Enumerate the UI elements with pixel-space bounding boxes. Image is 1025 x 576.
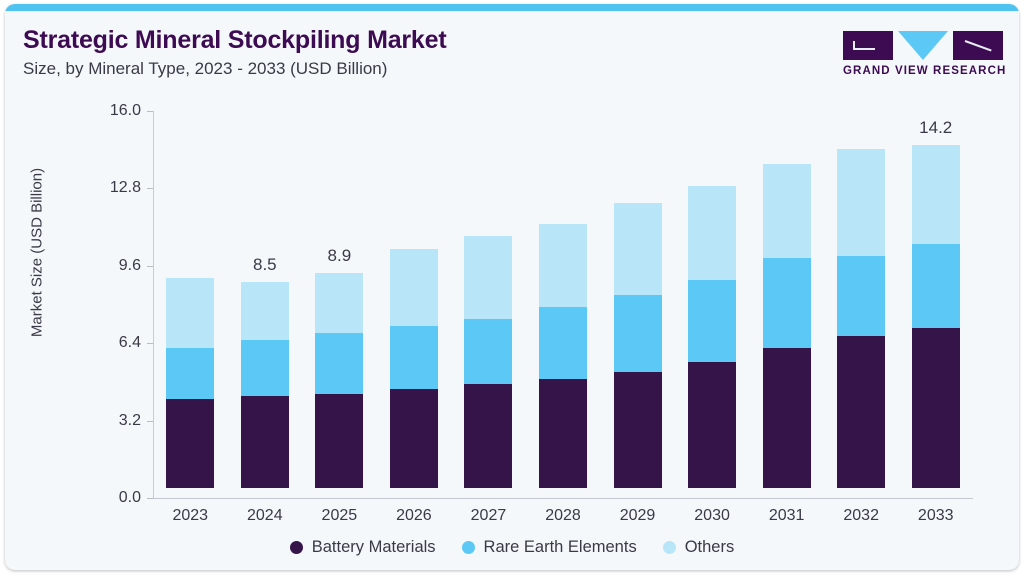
y-tick-label: 9.6 [118,256,141,274]
bar-segment[interactable] [464,318,513,384]
bar-stack-2023[interactable] [166,277,215,488]
y-tick-mark [147,420,153,422]
bar-segment[interactable] [315,393,364,488]
bar-segment[interactable] [389,325,438,389]
bar-segment[interactable] [762,258,811,348]
bar-segment[interactable] [688,362,737,488]
chart-card: Strategic Mineral Stockpiling Market Siz… [5,4,1019,570]
legend-swatch-icon [461,541,475,554]
x-tick-label: 2027 [470,507,507,524]
y-axis-line [153,111,154,499]
bar-segment[interactable] [464,236,513,319]
bar-segment[interactable] [464,384,513,488]
bar-segment[interactable] [762,347,811,488]
y-tick-mark [147,111,153,112]
y-tick-label: 0.0 [118,489,141,506]
bar-stack-2028[interactable] [539,224,587,488]
legend-swatch-icon [289,541,303,554]
y-tick-label: 12.8 [109,179,141,197]
bar-segment[interactable] [613,294,662,372]
bar-segment[interactable] [240,396,289,488]
bar-stack-2029[interactable] [613,202,662,488]
bar-segment[interactable] [539,306,587,380]
bar-segment[interactable] [389,388,438,488]
bar-segment[interactable] [166,398,215,488]
bar-segment[interactable] [688,280,737,363]
legend-label: Rare Earth Elements [483,538,637,556]
logo-marks [843,31,1003,61]
bar-segment[interactable] [837,335,886,488]
plot-area: Market Size (USD Billion) 0.0 3.2 6.4 9.6 12… [5,4,1019,570]
logo-rect-left-icon [843,31,893,60]
x-tick-label: 2028 [545,507,581,524]
x-tick-label: 2029 [619,507,656,524]
x-tick-label: 2024 [247,507,283,524]
logo-slash-side-icon [853,41,855,50]
x-tick-label: 2025 [321,507,358,524]
legend-item[interactable]: Others [662,538,735,557]
logo-triangle-icon [898,31,948,60]
bar-stack-2024[interactable]: 8.5 [240,255,289,488]
y-tick-mark [147,265,153,267]
bar-segment[interactable] [539,224,587,307]
legend-item[interactable]: Rare Earth Elements [461,538,637,557]
accent-bar [5,4,1019,11]
y-tick-label: 6.4 [118,334,141,352]
bar-segment[interactable] [240,282,289,341]
bar-segment[interactable] [688,185,737,280]
bar-segment[interactable] [613,371,662,488]
bar-segment[interactable] [315,272,364,334]
bar-segment[interactable] [166,347,215,399]
x-tick-label: 2023 [172,507,209,524]
logo-text: GRAND VIEW RESEARCH [843,65,1007,77]
bar-segment[interactable] [837,149,886,256]
bar-value-label: 8.5 [252,255,277,275]
y-tick-mark [147,188,153,190]
bar-stack-2033[interactable]: 14.2 [911,118,960,488]
legend-label: Others [684,538,735,556]
page-subtitle: Size, by Mineral Type, 2023 - 2033 (USD … [23,59,388,78]
bar-stack-2025[interactable]: 8.9 [315,246,364,488]
legend-label: Battery Materials [311,538,436,556]
bar-segment[interactable] [762,163,811,259]
bar-segment[interactable] [166,277,215,348]
y-tick-label: 16.0 [109,102,141,119]
page-title: Strategic Mineral Stockpiling Market [23,26,447,54]
bar-segment[interactable] [837,255,886,336]
bar-stack-2027[interactable] [464,236,513,488]
legend-swatch-icon [662,541,676,554]
bar-segment[interactable] [240,340,289,397]
y-tick-mark [147,498,153,499]
bar-segment[interactable] [911,328,960,488]
bar-stack-2030[interactable] [688,185,737,488]
bar-segment[interactable] [389,248,438,326]
bar-segment[interactable] [911,144,960,244]
bar-segment[interactable] [315,333,364,394]
x-tick-label: 2031 [768,507,805,524]
y-tick-label: 3.2 [118,411,141,429]
x-tick-label: 2033 [917,507,954,524]
logo-slash-top-icon [853,48,875,50]
x-tick-label: 2032 [843,507,879,524]
chart-header: Strategic Mineral Stockpiling Market Siz… [5,11,1019,89]
brand-logo: GRAND VIEW RESEARCH [843,31,1007,83]
x-tick-label: 2030 [694,507,730,524]
bar-segment[interactable] [911,243,960,329]
y-tick-mark [147,343,153,345]
bar-segment[interactable] [539,379,587,488]
bar-stack-2032[interactable] [837,149,886,488]
bar-segment[interactable] [613,202,662,295]
y-axis-title: Market Size (USD Billion) [28,167,46,338]
bar-value-label: 8.9 [327,245,352,265]
x-tick-label: 2026 [396,507,432,524]
bar-stack-2026[interactable] [389,248,438,488]
bar-value-label: 14.2 [919,117,953,137]
legend-item[interactable]: Battery Materials [289,538,436,557]
bar-stack-2031[interactable] [762,163,811,488]
chart-legend: Battery Materials Rare Earth Elements Othe… [5,538,1019,557]
x-axis-line [153,498,973,499]
